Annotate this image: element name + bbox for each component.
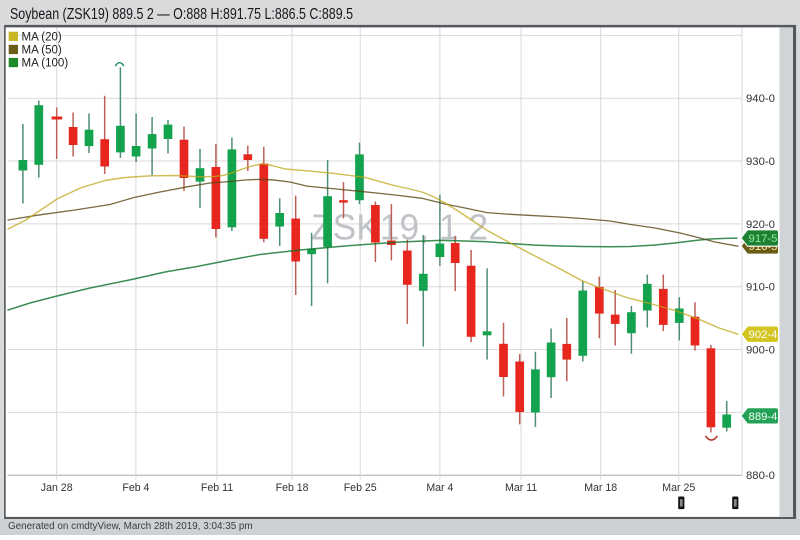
svg-text:Feb 18: Feb 18	[276, 482, 309, 494]
svg-text:Mar 11: Mar 11	[505, 482, 537, 494]
svg-text:MA (50): MA (50)	[22, 44, 62, 56]
svg-text:920-0: 920-0	[746, 219, 775, 231]
svg-text:Soybean (ZSK19) 889.5 2 — O:88: Soybean (ZSK19) 889.5 2 — O:888 H:891.75…	[10, 6, 353, 23]
svg-text:Feb 4: Feb 4	[122, 482, 149, 494]
svg-text:889-4: 889-4	[749, 411, 778, 423]
svg-text:MA (20): MA (20)	[22, 31, 62, 43]
svg-text:Feb 25: Feb 25	[344, 482, 377, 494]
svg-text:Feb 11: Feb 11	[201, 482, 233, 494]
svg-text:930-0: 930-0	[746, 156, 775, 168]
svg-text:Generated on cmdtyView, March: Generated on cmdtyView, March 28th 2019,…	[8, 521, 253, 532]
svg-text:Jan 28: Jan 28	[41, 482, 73, 494]
svg-text:917-5: 917-5	[749, 233, 778, 245]
svg-text:Mar 18: Mar 18	[584, 482, 617, 494]
svg-text:880-0: 880-0	[746, 470, 775, 482]
svg-text:900-0: 900-0	[746, 345, 775, 357]
svg-text:940-0: 940-0	[746, 93, 775, 105]
svg-text:910-0: 910-0	[746, 282, 775, 294]
svg-text:902-4: 902-4	[749, 329, 778, 341]
svg-text:MA (100): MA (100)	[22, 58, 69, 70]
svg-text:Mar 4: Mar 4	[426, 482, 453, 494]
svg-text:Mar 25: Mar 25	[662, 482, 695, 494]
